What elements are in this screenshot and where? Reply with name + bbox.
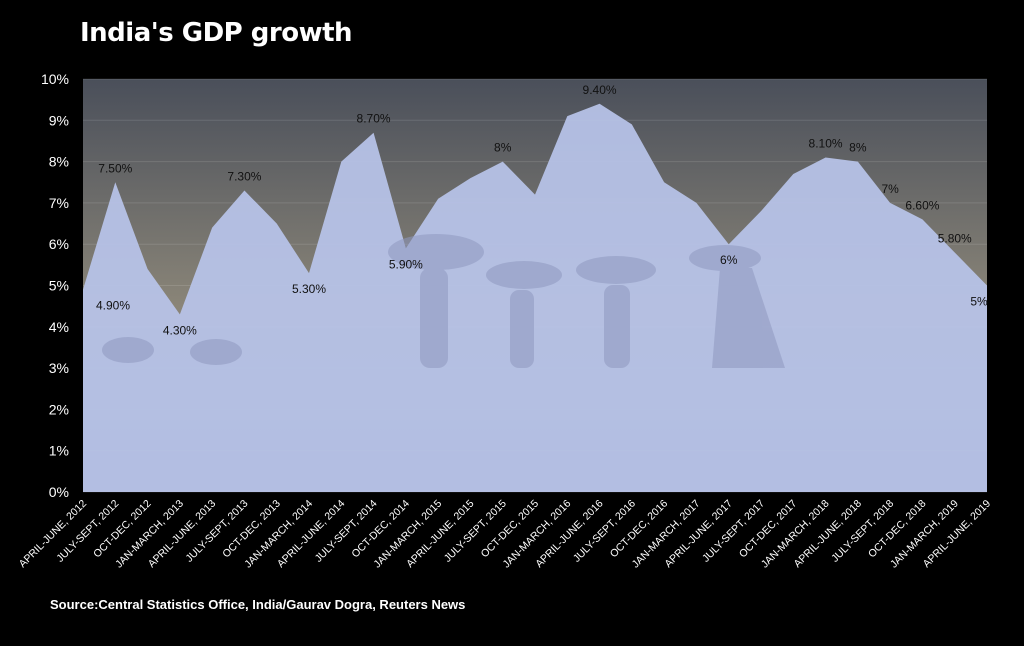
source-note: Source:Central Statistics Office, India/… — [50, 597, 466, 612]
x-tick-label: OCT-DEC, 2013 — [220, 498, 283, 561]
y-tick-label: 2% — [49, 401, 69, 417]
y-tick-label: 3% — [49, 360, 69, 376]
y-tick-label: 10% — [41, 71, 69, 87]
x-tick-label: OCT-DEC, 2017 — [737, 498, 800, 561]
data-label: 4.90% — [96, 299, 130, 313]
y-tick-label: 9% — [49, 112, 69, 128]
data-label: 5% — [970, 295, 988, 309]
data-label: 6.60% — [905, 198, 939, 212]
data-label: 4.30% — [163, 323, 197, 337]
y-axis-tick-labels: 0% 1% 2% 3% 4% 5% 6% 7% 8% 9% 10% — [41, 71, 69, 500]
data-label: 7.50% — [98, 161, 132, 175]
y-tick-label: 0% — [49, 484, 69, 500]
data-label: 6% — [720, 253, 738, 267]
data-label: 5.90% — [389, 257, 423, 271]
data-label: 9.40% — [583, 83, 617, 97]
x-tick-label: OCT-DEC, 2016 — [608, 498, 671, 561]
chart-title: India's GDP growth — [80, 18, 353, 48]
data-label: 8% — [494, 141, 512, 155]
data-label: 7.30% — [227, 170, 261, 184]
data-labels: 4.90% 7.50% 4.30% 7.30% 5.30% 8.70% 5.90% 8% 9.4… — [96, 83, 988, 338]
data-label: 8% — [849, 141, 867, 155]
y-tick-label: 5% — [49, 278, 69, 294]
x-tick-label: OCT-DEC, 2012 — [91, 498, 154, 561]
y-tick-label: 8% — [49, 154, 69, 170]
gdp-area-series — [83, 103, 987, 492]
y-tick-label: 7% — [49, 195, 69, 211]
y-tick-label: 1% — [49, 443, 69, 459]
data-label: 8.70% — [357, 112, 391, 126]
background-photo-silhouettes — [102, 234, 785, 368]
x-tick-label: OCT-DEC, 2014 — [349, 498, 412, 561]
x-tick-label: OCT-DEC, 2018 — [866, 498, 929, 561]
y-tick-label: 4% — [49, 319, 69, 335]
data-label: 8.10% — [809, 136, 843, 150]
y-tick-label: 6% — [49, 236, 69, 252]
data-label: 5.80% — [938, 231, 972, 245]
data-label: 5.30% — [292, 282, 326, 296]
data-label: 7% — [881, 182, 899, 196]
x-tick-label: OCT-DEC, 2015 — [479, 498, 542, 561]
